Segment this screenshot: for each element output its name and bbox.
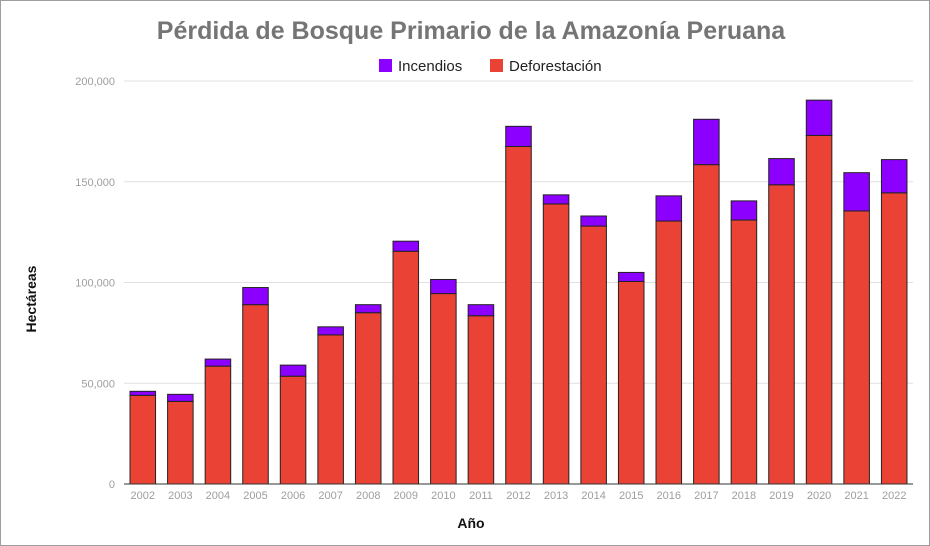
x-tick-label: 2010 (431, 490, 455, 502)
x-tick-label: 2012 (506, 490, 530, 502)
bar-deforestacion-2021 (843, 210, 870, 485)
x-tick-label: 2022 (882, 490, 906, 502)
bar-incendios-2022 (880, 159, 908, 194)
x-tick-label: 2003 (168, 490, 192, 502)
bar-incendios-2020 (805, 99, 833, 136)
x-tick-label: 2019 (769, 490, 793, 502)
bar-incendios-2013 (542, 194, 570, 205)
bar-incendios-2017 (693, 118, 720, 166)
x-tick-label: 2004 (206, 490, 230, 502)
bar-deforestacion-2015 (617, 280, 645, 485)
bar-deforestacion-2013 (542, 203, 570, 485)
bar-incendios-2004 (204, 358, 232, 367)
x-tick-label: 2021 (844, 490, 868, 502)
x-tick-label: 2016 (657, 490, 681, 502)
x-tick-label: 2007 (318, 490, 342, 502)
legend-swatch-incendios (379, 59, 392, 72)
x-tick-label: 2009 (394, 490, 418, 502)
legend-label-incendios: Incendios (398, 58, 462, 75)
legend-label-deforestacion: Deforestación (509, 58, 602, 75)
y-tick-label: 150,000 (75, 177, 115, 189)
bar-deforestacion-2007 (317, 334, 344, 485)
x-tick-label: 2006 (281, 490, 305, 502)
bar-incendios-2016 (655, 195, 683, 222)
bar-incendios-2002 (129, 390, 157, 396)
x-axis-ticks: 2002 2003 2004 2005 2006 2007 2008 2009 2010 2011… (131, 490, 907, 502)
bar-deforestacion-2002 (129, 394, 157, 485)
bar-deforestacion-2019 (768, 184, 795, 485)
chart-title: Pérdida de Bosque Primario de la Amazoní… (157, 17, 787, 45)
bar-incendios-2007 (317, 326, 344, 336)
bar-incendios-2006 (279, 364, 307, 377)
bar-deforestacion-2022 (880, 192, 908, 485)
x-tick-label: 2013 (544, 490, 568, 502)
bar-incendios-2021 (843, 172, 870, 212)
y-tick-label: 200,000 (75, 76, 115, 88)
bar-incendios-2019 (768, 158, 795, 186)
x-tick-label: 2015 (619, 490, 643, 502)
y-tick-label: 50,000 (81, 378, 115, 390)
bars (129, 99, 908, 485)
y-axis-title: Hectáreas (23, 265, 39, 332)
bar-incendios-2014 (580, 215, 607, 227)
bar-incendios-2012 (505, 125, 532, 147)
x-tick-label: 2008 (356, 490, 380, 502)
bar-deforestacion-2008 (354, 312, 382, 485)
x-tick-label: 2020 (807, 490, 831, 502)
bar-deforestacion-2012 (505, 145, 532, 485)
bar-deforestacion-2011 (467, 315, 495, 485)
legend-swatch-deforestacion (490, 59, 503, 72)
bar-incendios-2009 (392, 240, 420, 252)
bar-incendios-2010 (430, 278, 457, 295)
bar-deforestacion-2005 (242, 304, 269, 485)
bar-deforestacion-2009 (392, 250, 420, 485)
y-tick-label: 0 (109, 479, 115, 491)
y-axis-ticks: 0 50,000 100,000 150,000 200,000 (75, 76, 115, 491)
bar-deforestacion-2020 (805, 134, 833, 485)
x-tick-label: 2011 (469, 490, 493, 502)
x-axis-title: Año (457, 515, 484, 531)
bar-deforestacion-2006 (279, 375, 307, 485)
x-tick-label: 2017 (694, 490, 718, 502)
bar-deforestacion-2010 (430, 293, 457, 485)
bar-deforestacion-2018 (730, 219, 758, 485)
y-tick-label: 100,000 (75, 278, 115, 290)
legend: Incendios Deforestación (379, 58, 602, 75)
bar-deforestacion-2014 (580, 225, 607, 485)
x-tick-label: 2018 (732, 490, 756, 502)
x-tick-label: 2002 (131, 490, 155, 502)
bar-deforestacion-2004 (204, 365, 232, 485)
bar-incendios-2005 (242, 287, 269, 306)
bar-incendios-2003 (167, 393, 194, 402)
bar-deforestacion-2003 (167, 400, 194, 485)
bar-deforestacion-2017 (693, 164, 720, 485)
x-tick-label: 2005 (243, 490, 267, 502)
x-tick-label: 2014 (581, 490, 605, 502)
bar-deforestacion-2016 (655, 220, 683, 485)
bar-incendios-2008 (354, 304, 382, 314)
bar-incendios-2018 (730, 200, 758, 221)
bar-incendios-2011 (467, 304, 495, 317)
bar-incendios-2015 (617, 271, 645, 282)
